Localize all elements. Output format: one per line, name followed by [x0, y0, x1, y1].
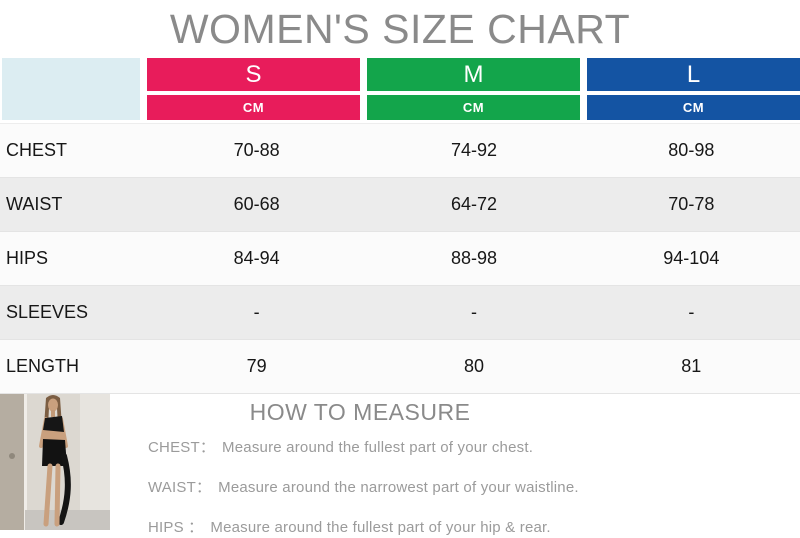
size-l-unit: CM	[587, 95, 800, 120]
size-table-body: CHEST 70-88 74-92 80-98 WAIST 60-68 64-7…	[0, 123, 800, 394]
cell-waist-s: 60-68	[233, 194, 280, 214]
measure-label-waist: WAIST：	[148, 479, 212, 496]
measure-text-chest: Measure around the fullest part of your …	[222, 439, 534, 456]
corner-cell	[2, 58, 140, 120]
cell-chest-s: 70-88	[233, 140, 280, 160]
how-to-measure-title: HOW TO MEASURE	[249, 399, 471, 425]
cell-chest-l: 80-98	[668, 140, 715, 160]
model-photo-illustration	[0, 394, 110, 530]
cell-length-l: 81	[681, 356, 702, 376]
size-table-header: S CM M CM L CM	[0, 56, 800, 120]
cell-waist-l: 70-78	[668, 194, 715, 214]
table-row-hips: HIPS 84-94 88-98 94-104	[0, 232, 800, 286]
size-column-m: M CM	[367, 58, 580, 120]
measure-instruction-hips: HIPS ： Measure around the fullest part of…	[110, 516, 800, 537]
cell-hips-m: 88-98	[450, 248, 498, 268]
cell-waist-m: 64-72	[450, 194, 498, 214]
measure-label-hips: HIPS ：	[148, 519, 204, 536]
table-row-waist: WAIST 60-68 64-72 70-78	[0, 178, 800, 232]
size-column-l: L CM	[587, 58, 800, 120]
size-m-unit: CM	[367, 95, 580, 120]
measure-instruction-waist: WAIST： Measure around the narrowest part …	[110, 476, 800, 497]
table-row-sleeves: SLEEVES - - -	[0, 286, 800, 340]
cell-chest-m: 74-92	[450, 140, 498, 160]
measure-instruction-chest: CHEST： Measure around the fullest part of…	[110, 436, 800, 457]
measure-label-chest: CHEST：	[148, 439, 216, 456]
size-m-header: M	[367, 58, 580, 91]
measure-text-waist: Measure around the narrowest part of you…	[218, 479, 579, 496]
row-label: SLEEVES	[6, 302, 89, 322]
row-label: WAIST	[6, 194, 63, 214]
table-row-length: LENGTH 79 80 81	[0, 340, 800, 394]
row-label: LENGTH	[6, 356, 80, 376]
measure-instructions: HOW TO MEASURE CHEST： Measure around the …	[110, 394, 800, 536]
row-label: CHEST	[6, 140, 68, 160]
cell-hips-s: 84-94	[233, 248, 280, 268]
page-title: WOMEN'S SIZE CHART	[169, 6, 631, 52]
size-s-header: S	[147, 58, 360, 91]
table-row-chest: CHEST 70-88 74-92 80-98	[0, 124, 800, 178]
cell-sleeves-l: -	[688, 302, 695, 322]
size-s-unit: CM	[147, 95, 360, 120]
cell-sleeves-m: -	[470, 302, 477, 322]
cell-length-m: 80	[463, 356, 484, 376]
measure-text-hips: Measure around the fullest part of your …	[210, 519, 551, 536]
size-column-s: S CM	[147, 58, 360, 120]
product-photo	[0, 394, 110, 530]
cell-length-s: 79	[246, 356, 267, 376]
row-label: HIPS	[6, 248, 49, 268]
how-to-measure-section: HOW TO MEASURE CHEST： Measure around the …	[0, 394, 800, 536]
cell-sleeves-s: -	[253, 302, 260, 322]
cell-hips-l: 94-104	[663, 248, 720, 268]
size-l-header: L	[587, 58, 800, 91]
